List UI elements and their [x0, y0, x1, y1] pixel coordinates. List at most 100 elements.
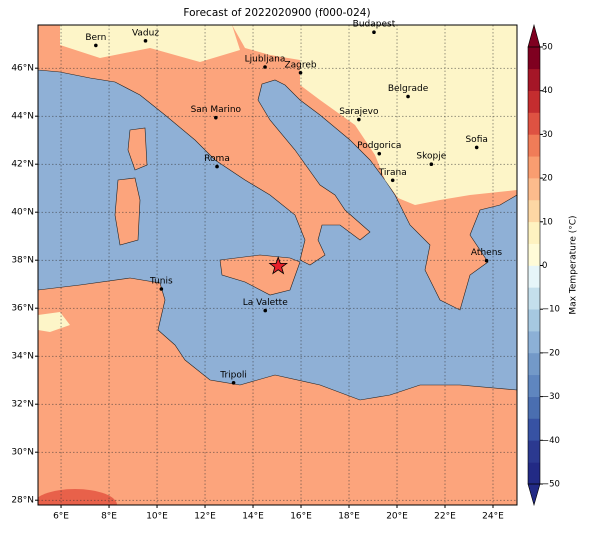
city-dot — [372, 30, 376, 34]
colorbar-segment — [528, 221, 540, 244]
colorbar-extend — [527, 23, 541, 48]
city-dot — [484, 258, 489, 263]
city-label: Tirana — [378, 168, 407, 178]
colorbar-tick-label: 10 — [542, 217, 553, 227]
city-dot — [143, 39, 148, 43]
colorbar-segment — [528, 309, 540, 332]
city-label: Podgorica — [357, 141, 401, 151]
colorbar-segment — [528, 68, 540, 91]
colorbar-tick-label: 0 — [542, 261, 547, 271]
colorbar-segment — [528, 418, 540, 441]
city-label: Bern — [85, 33, 106, 43]
cold-area — [232, 25, 300, 60]
colorbar-tick-label: 40 — [542, 86, 553, 96]
city-label: Budapest — [353, 20, 396, 30]
y-tick-label: 36°N — [11, 304, 34, 314]
x-tick-label: 24°E — [482, 512, 504, 522]
colorbar-tick-label: 30 — [542, 130, 553, 140]
colorbar-segment — [528, 134, 540, 157]
city-dot — [94, 43, 98, 48]
city-label: Skopje — [416, 152, 446, 162]
colorbar-segment — [528, 47, 540, 70]
y-tick-label: 34°N — [11, 352, 34, 362]
x-tick-label: 12°E — [194, 512, 216, 522]
y-tick-label: 44°N — [11, 112, 34, 122]
cold-area — [38, 312, 70, 332]
x-tick-label: 10°E — [146, 512, 168, 522]
colorbar-tick-label: −30 — [542, 392, 560, 402]
x-tick-label: 22°E — [434, 512, 456, 522]
x-tick-label: 16°E — [290, 512, 312, 522]
land-corsica — [127, 127, 148, 171]
colorbar-segment — [528, 440, 540, 463]
x-tick-label: 6°E — [53, 512, 69, 522]
y-tick-label: 42°N — [11, 160, 34, 170]
y-tick-label: 40°N — [11, 208, 34, 218]
city-label: Ljubljana — [245, 55, 286, 65]
map-frame — [37, 24, 518, 506]
colorbar-segment — [528, 396, 540, 419]
colorbar-segment — [528, 112, 540, 135]
colorbar-tick-label: 20 — [542, 174, 553, 184]
city-dot — [214, 115, 218, 120]
y-tick-label: 32°N — [11, 400, 34, 410]
city-label: Roma — [204, 154, 230, 164]
city-label: Belgrade — [388, 84, 429, 94]
city-dot — [474, 145, 479, 150]
colorbar-tick-label: 50 — [542, 43, 553, 53]
colorbar-tick-label: −40 — [542, 436, 560, 446]
city-dot — [263, 65, 267, 69]
colorbar-segment — [528, 243, 540, 266]
city-label: Zagreb — [284, 60, 316, 70]
city-label: Athens — [471, 248, 502, 258]
colorbar-extend — [527, 483, 541, 507]
colorbar-segment — [528, 178, 540, 201]
colorbar-segment — [528, 462, 540, 485]
x-tick-label: 14°E — [242, 512, 264, 522]
colorbar-segment — [528, 352, 540, 376]
colorbar-segment — [528, 287, 540, 310]
x-tick-label: 20°E — [386, 512, 408, 522]
city-label: Vaduz — [132, 28, 159, 38]
city-dot — [298, 70, 303, 75]
city-dot — [357, 117, 361, 122]
colorbar-segment — [528, 156, 540, 179]
cold-area — [300, 25, 517, 205]
colorbar-segment — [528, 265, 540, 288]
colorbar-label: Max Temperature (°C) — [569, 215, 579, 314]
city-dot — [390, 178, 395, 183]
map — [38, 25, 517, 505]
colorbar-tick-label: −10 — [542, 305, 560, 315]
city-dot — [231, 381, 236, 385]
land-africa — [38, 277, 517, 505]
y-tick-label: 38°N — [11, 256, 34, 266]
colorbar-segment — [528, 331, 540, 354]
city-label: Tripoli — [219, 370, 247, 380]
cold-area — [60, 25, 240, 62]
colorbar-tick-label: −50 — [542, 480, 560, 490]
x-tick-label: 18°E — [338, 512, 360, 522]
warm-area — [38, 489, 117, 505]
city-dot — [159, 287, 164, 291]
city-label: Sofia — [465, 135, 487, 145]
colorbar-tick-label: −20 — [542, 348, 560, 358]
title: Forecast of 2022020900 (f000-024) — [183, 7, 370, 19]
city-dot — [215, 164, 219, 169]
colorbar-segment — [528, 90, 540, 113]
y-tick-label: 28°N — [11, 496, 34, 506]
colorbar: −50 −40 −30 −20 −10 0 10 20 30 40 50 — [527, 23, 560, 507]
city-label: Sarajevo — [339, 107, 379, 117]
city-dot — [429, 162, 434, 166]
colorbar-segment — [528, 374, 540, 397]
marker-star — [268, 255, 288, 275]
city-label: San Marino — [191, 105, 242, 115]
city-dot — [377, 151, 382, 156]
city-label: Tunis — [149, 277, 173, 287]
land-sardinia — [114, 177, 141, 246]
colorbar-segment — [528, 199, 540, 223]
city-dot — [263, 308, 268, 313]
grid — [38, 25, 517, 505]
city-dot — [406, 94, 410, 99]
y-tick-label: 30°N — [11, 448, 34, 458]
